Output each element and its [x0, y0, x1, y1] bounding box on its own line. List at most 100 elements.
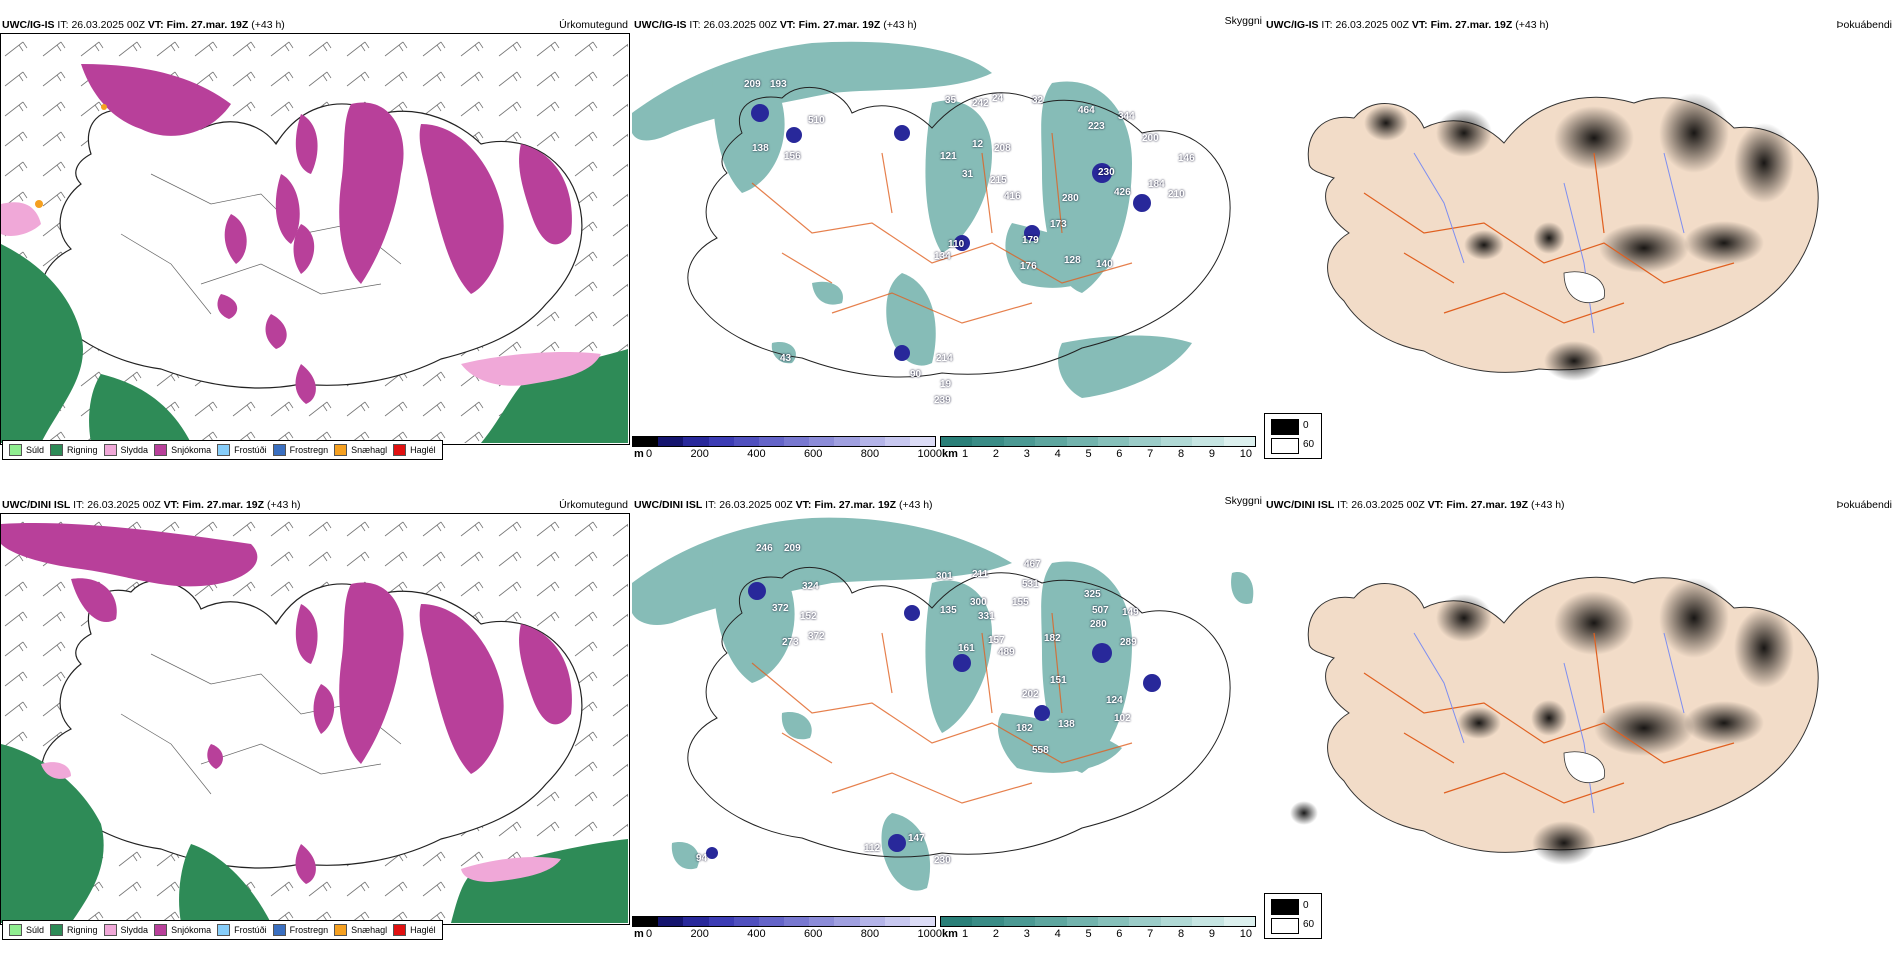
legend-swatch	[272, 444, 286, 456]
precip-legend: Súld Rigning Slydda Snjókoma Frostúði Fr…	[2, 440, 443, 460]
panel-title: Úrkomutegund	[559, 19, 628, 31]
fog-panel: UWC/DINI ISL IT: 26.03.2025 00Z VT: Fim.…	[1264, 485, 1900, 955]
precip-map	[0, 513, 630, 925]
fog-areas	[1364, 93, 1794, 381]
cloud-base-label: 510	[808, 115, 825, 126]
cloud-base-label: 176	[1020, 261, 1037, 272]
cloud-base-label: 193	[770, 79, 787, 90]
cloud-base-label: 324	[802, 581, 819, 592]
fog-areas	[1290, 578, 1794, 865]
cloud-base-label: 301	[936, 571, 953, 582]
cloud-base-label: 214	[936, 353, 953, 364]
fog-map	[1264, 33, 1900, 445]
legend-swatch	[50, 924, 64, 936]
legend-item: Rigning	[50, 924, 98, 936]
cloud-base-unit: m	[634, 448, 644, 460]
precip-map	[0, 33, 630, 445]
legend-item: Slydda	[103, 924, 148, 936]
cloud-base-label: 200	[1142, 133, 1159, 144]
cloud-base-label: 152	[800, 611, 817, 622]
cloud-base-label: 507	[1092, 605, 1109, 616]
cloud-base-label: 157	[988, 635, 1005, 646]
panel-header: UWC/DINI ISL IT: 26.03.2025 00Z VT: Fim.…	[2, 499, 301, 511]
cloud-base-label: 102	[1114, 713, 1131, 724]
legend-item: Haglél	[393, 444, 436, 456]
visibility-panel: UWC/IG-IS IT: 26.03.2025 00Z VT: Fim. 27…	[632, 5, 1262, 475]
rain-areas	[1, 744, 628, 923]
cloud-base-label: 110	[948, 239, 965, 250]
cloud-base-label: 372	[772, 603, 789, 614]
sleet-areas	[1, 202, 601, 386]
cloud-base-label: 372	[808, 631, 825, 642]
cloud-base-label: 239	[934, 395, 951, 406]
cloud-base-label: 246	[756, 543, 773, 554]
cloud-base-label: 331	[978, 611, 995, 622]
legend-swatch	[50, 444, 64, 456]
legend-item: Snæhagl	[334, 924, 387, 936]
cloud-base-label: 173	[1050, 219, 1067, 230]
precip-map-graphic	[1, 34, 628, 443]
panel-header: UWC/IG-IS IT: 26.03.2025 00Z VT: Fim. 27…	[634, 19, 917, 31]
cloud-base-label: 134	[934, 251, 951, 262]
cloud-base-label: 209	[784, 543, 801, 554]
fog-legend: 0 60	[1264, 893, 1322, 939]
cloud-base-patches	[706, 582, 1161, 859]
cloud-base-label: 230	[1098, 167, 1115, 178]
legend-item: Snjókoma	[154, 924, 211, 936]
panel-header: UWC/DINI ISL IT: 26.03.2025 00Z VT: Fim.…	[634, 499, 933, 511]
cloud-base-label: 128	[1064, 255, 1081, 266]
legend-swatch	[154, 924, 168, 936]
legend-item: Snæhagl	[334, 444, 387, 456]
sleet-areas	[41, 762, 561, 882]
cloud-base-label: 35	[945, 95, 957, 106]
fog-legend: 0 60	[1264, 413, 1322, 459]
low-visibility-areas	[632, 517, 1254, 891]
cloud-base-label: 138	[1058, 719, 1075, 730]
rain-areas	[1, 244, 628, 443]
visibility-map-graphic	[632, 41, 1231, 398]
cloud-base-label: 155	[1012, 597, 1029, 608]
cloud-base-label: 289	[1120, 637, 1137, 648]
precip-legend: Súld Rigning Slydda Snjókoma Frostúði Fr…	[2, 920, 443, 940]
cloud-base-label: 426	[1114, 187, 1131, 198]
visibility-unit: km	[942, 928, 958, 940]
legend-swatch	[334, 924, 348, 936]
cloud-base-label: 90	[910, 369, 922, 380]
cloud-base-label: 280	[1062, 193, 1079, 204]
cloud-base-label: 12	[972, 139, 984, 150]
fog-map-graphic	[1290, 576, 1819, 865]
snow-areas	[1, 523, 572, 884]
cloud-base-label: 202	[1022, 689, 1039, 700]
cloud-base-label: 140	[1096, 259, 1113, 270]
cloud-base-label: 182	[1044, 633, 1061, 644]
panel-header: UWC/IG-IS IT: 26.03.2025 00Z VT: Fim. 27…	[2, 19, 285, 31]
cloud-base-label: 147	[908, 833, 925, 844]
cloud-base-colorbar	[632, 916, 936, 927]
legend-swatch	[393, 444, 407, 456]
precip-type-panel: UWC/IG-IS IT: 26.03.2025 00Z VT: Fim. 27…	[0, 5, 630, 475]
legend-swatch	[217, 444, 231, 456]
visibility-map: 209 193 510 138 156 35 242 24 32 464 223…	[632, 33, 1262, 445]
legend-item: Slydda	[103, 444, 148, 456]
cloud-base-label: 32	[1032, 95, 1044, 106]
visibility-ticks: 1 2 3 4 5 6 7 8 9 10	[962, 928, 1252, 940]
fog-panel: UWC/IG-IS IT: 26.03.2025 00Z VT: Fim. 27…	[1264, 5, 1900, 475]
panel-header: UWC/IG-IS IT: 26.03.2025 00Z VT: Fim. 27…	[1266, 19, 1549, 31]
legend-item: Súld	[9, 444, 44, 456]
cloud-base-label: 24	[992, 93, 1004, 104]
fog-map-graphic	[1307, 93, 1819, 381]
cloud-base-colorbar	[632, 436, 936, 447]
cloud-base-label: 215	[990, 175, 1007, 186]
cloud-base-label: 138	[752, 143, 769, 154]
low-visibility-areas	[632, 41, 1192, 398]
visibility-panel: UWC/DINI ISL IT: 26.03.2025 00Z VT: Fim.…	[632, 485, 1262, 955]
cloud-base-label: 273	[782, 637, 799, 648]
cloud-base-label: 300	[970, 597, 987, 608]
visibility-map-graphic	[632, 517, 1254, 891]
cloud-base-label: 416	[1004, 191, 1021, 202]
visibility-colorbar	[940, 916, 1256, 927]
panel-title: Þokuábendi	[1836, 19, 1892, 31]
legend-item: Snjókoma	[154, 444, 211, 456]
panel-title: Skyggni	[1224, 15, 1262, 27]
cloud-base-label: 531	[1022, 579, 1039, 590]
